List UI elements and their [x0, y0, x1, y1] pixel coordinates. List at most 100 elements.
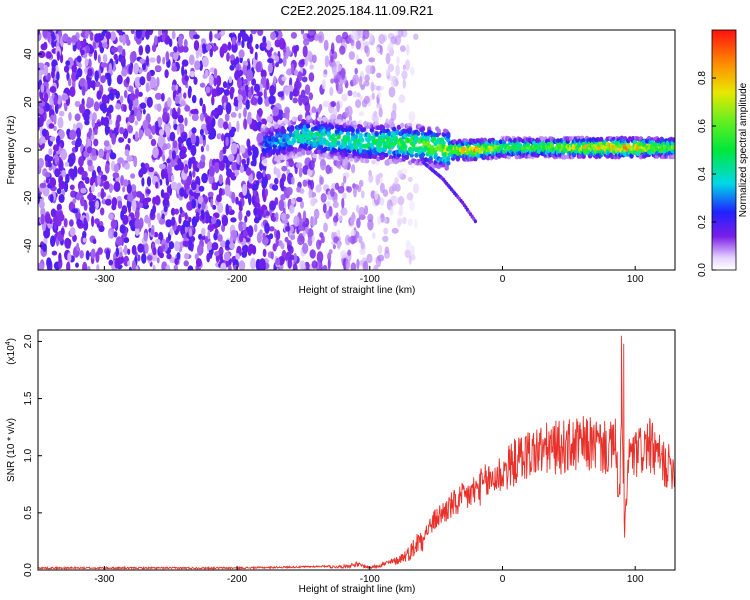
heatmap-cell — [256, 231, 262, 244]
heatmap-cell — [251, 194, 256, 206]
heatmap-cell — [229, 54, 235, 61]
heatmap-cell — [352, 77, 357, 87]
heatmap-cell — [206, 253, 211, 263]
heatmap-cell — [350, 214, 354, 226]
heatmap-cell — [197, 244, 203, 256]
heatmap-cell — [300, 30, 305, 35]
heatmap-cell — [140, 162, 145, 168]
heatmap-cell — [289, 91, 293, 101]
heatmap-cell — [184, 75, 189, 82]
heatmap-cell — [105, 31, 112, 40]
heatmap-cell — [65, 173, 70, 184]
ridge-cell — [317, 149, 322, 155]
ridge-cell — [380, 154, 386, 160]
heatmap-cell — [231, 191, 236, 204]
heatmap-cell — [220, 240, 226, 248]
y-tick-label: 1.5 — [23, 391, 34, 405]
heatmap-cell — [71, 208, 79, 214]
heatmap-cell — [175, 84, 178, 91]
heatmap-cell — [92, 80, 96, 91]
heatmap-cell — [337, 186, 345, 194]
heatmap-cell — [320, 159, 326, 167]
heatmap-cell — [311, 235, 315, 243]
heatmap-cell — [304, 56, 309, 67]
heatmap-cell — [82, 230, 87, 239]
ridge-cell — [277, 119, 282, 125]
ridge-cell — [360, 137, 365, 143]
heatmap-cell — [292, 263, 298, 270]
heatmap-cell — [157, 135, 164, 148]
heatmap-cell — [221, 214, 229, 227]
heatmap-cell — [222, 155, 229, 164]
heatmap-cell — [67, 77, 72, 87]
heatmap-cell — [328, 249, 333, 255]
heatmap-cell — [220, 30, 226, 36]
heatmap-cell — [39, 182, 47, 189]
heatmap-cell — [382, 235, 389, 242]
heatmap-cell — [296, 196, 303, 203]
heatmap-cell — [228, 121, 232, 132]
heatmap-cell — [71, 64, 77, 73]
heatmap-cell — [104, 163, 110, 174]
heatmap-cell — [190, 133, 197, 145]
heatmap-cell — [76, 39, 81, 51]
heatmap-cell — [390, 110, 397, 121]
ridge-cell — [525, 142, 531, 148]
heatmap-cell — [251, 184, 259, 191]
heatmap-cell — [308, 92, 314, 101]
heatmap-cell — [330, 101, 337, 108]
heatmap-cell — [255, 61, 262, 73]
heatmap-cell — [178, 140, 182, 151]
heatmap-cell — [281, 165, 288, 172]
heatmap-cell — [81, 85, 86, 96]
heatmap-cell — [152, 264, 156, 270]
heatmap-cell — [366, 253, 373, 264]
heatmap-cell — [307, 168, 313, 177]
heatmap-cell — [53, 113, 57, 125]
heatmap-cell — [75, 212, 81, 220]
heatmap-cell — [56, 71, 60, 81]
heatmap-cell — [356, 217, 361, 229]
heatmap-cell — [97, 54, 101, 64]
heatmap-cell — [108, 213, 114, 220]
heatmap-cell — [235, 253, 240, 260]
heatmap-cell — [145, 82, 150, 93]
heatmap-cell — [321, 79, 326, 90]
heatmap-cell — [330, 78, 335, 84]
heatmap-cell — [135, 265, 139, 270]
heatmap-cell — [367, 219, 374, 231]
heatmap-cell — [354, 67, 359, 75]
heatmap-cell — [330, 42, 335, 55]
heatmap-cell — [117, 157, 124, 164]
heatmap-cell — [392, 102, 397, 113]
heatmap-cell — [47, 72, 51, 82]
heatmap-cell — [66, 36, 72, 46]
heatmap-cell — [241, 158, 246, 165]
heatmap-cell — [230, 86, 235, 94]
y-tick-label: 0.5 — [23, 505, 34, 519]
ridge-cell — [282, 128, 287, 134]
heatmap-cell — [54, 103, 59, 114]
heatmap-cell — [160, 189, 165, 198]
heatmap-cell — [97, 175, 101, 186]
heatmap-cell — [223, 89, 231, 96]
heatmap-cell — [187, 265, 194, 270]
heatmap-cell — [335, 160, 341, 168]
heatmap-cell — [208, 74, 214, 86]
heatmap-cell — [286, 186, 293, 196]
heatmap-cell — [250, 97, 258, 106]
heatmap-cell — [346, 186, 352, 193]
heatmap-cell — [84, 58, 89, 67]
heatmap-cell — [262, 232, 266, 240]
heatmap-cell — [162, 56, 166, 65]
heatmap-cell — [86, 138, 92, 149]
heatmap-cell — [159, 252, 164, 259]
heatmap-cell — [127, 124, 133, 134]
heatmap-cell — [78, 103, 86, 114]
heatmap-cell — [128, 266, 132, 270]
ridge-cell — [388, 155, 394, 160]
heatmap-cell — [375, 174, 381, 186]
ridge-cell — [396, 152, 402, 158]
ridge-cell — [384, 152, 389, 158]
